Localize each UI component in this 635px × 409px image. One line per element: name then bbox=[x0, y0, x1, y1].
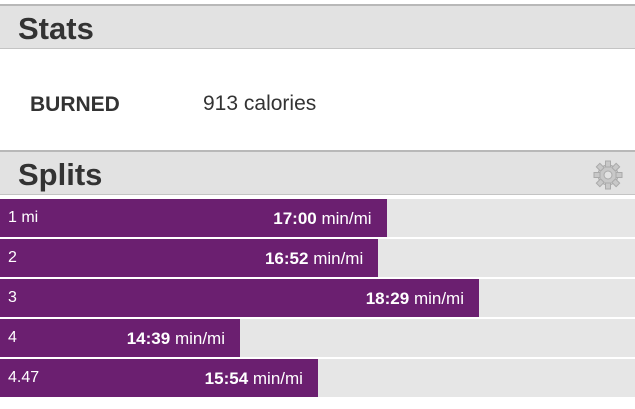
split-row: 3 18:29 min/mi bbox=[0, 279, 635, 317]
stats-title: Stats bbox=[18, 11, 94, 46]
split-pace: 16:52 min/mi bbox=[265, 249, 363, 269]
pace-bar bbox=[0, 319, 240, 357]
pace-bar bbox=[0, 239, 379, 277]
pace-time: 16:52 bbox=[264, 249, 309, 268]
pace-time: 18:29 bbox=[365, 289, 410, 308]
stat-label: BURNED bbox=[30, 93, 120, 116]
pace-time: 17:00 bbox=[273, 209, 317, 228]
pace-unit: min/mi bbox=[174, 329, 225, 348]
splits-title: Splits bbox=[18, 157, 103, 192]
pace-bar bbox=[0, 359, 318, 397]
stat-row: BURNED 913 calories bbox=[0, 53, 635, 151]
split-pace: 18:29 min/mi bbox=[366, 289, 464, 309]
stat-value: 913 calories bbox=[203, 92, 316, 116]
pace-unit: min/mi bbox=[321, 209, 372, 228]
pace-unit: min/mi bbox=[413, 289, 464, 308]
split-distance: 1 mi bbox=[8, 209, 39, 226]
pace-unit: min/mi bbox=[313, 249, 364, 268]
pace-time: 14:39 bbox=[126, 329, 171, 348]
split-pace: 17:00 min/mi bbox=[273, 209, 371, 229]
split-distance: 4 bbox=[8, 329, 17, 346]
stats-header: Stats bbox=[0, 4, 635, 49]
split-distance: 3 bbox=[8, 289, 17, 306]
stat-amount: 913 bbox=[203, 92, 239, 115]
split-pace: 14:39 min/mi bbox=[127, 329, 225, 349]
split-pace: 15:54 min/mi bbox=[205, 369, 303, 389]
pace-bar bbox=[0, 199, 387, 237]
pace-unit: min/mi bbox=[252, 369, 303, 388]
settings-icon[interactable] bbox=[592, 159, 624, 191]
splits-header: Splits bbox=[0, 150, 635, 195]
stat-unit: calories bbox=[243, 92, 317, 115]
pace-time: 15:54 bbox=[204, 369, 249, 388]
split-row: 2 16:52 min/mi bbox=[0, 239, 635, 277]
pace-bar bbox=[0, 279, 479, 317]
split-distance: 4.47 bbox=[8, 369, 40, 386]
split-distance: 2 bbox=[8, 249, 17, 266]
split-row: 1 mi 17:00 min/mi bbox=[0, 199, 635, 237]
split-row: 4 14:39 min/mi bbox=[0, 319, 635, 357]
split-row: 4.47 15:54 min/mi bbox=[0, 359, 635, 397]
